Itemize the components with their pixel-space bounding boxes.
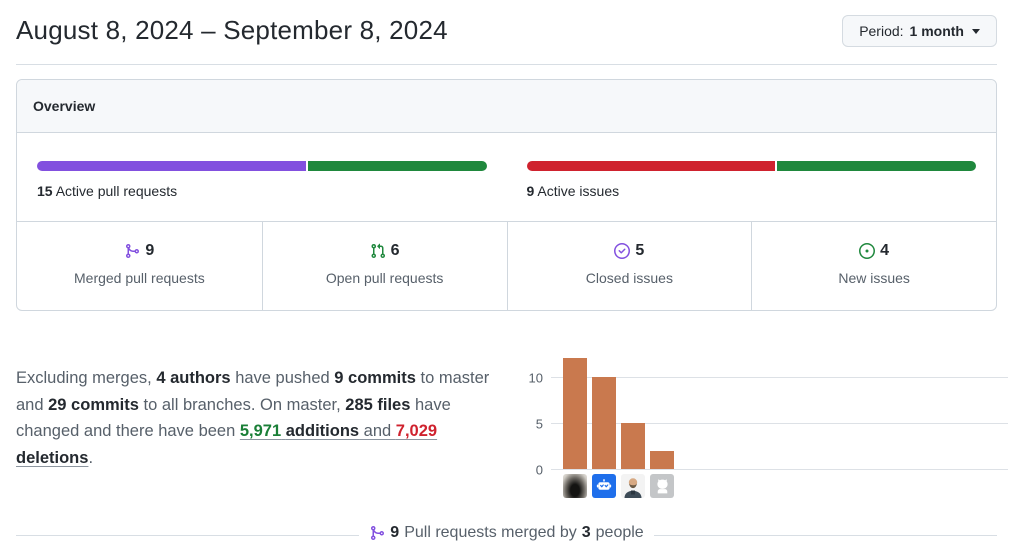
deletions-count: 7,029 <box>395 422 438 440</box>
merged-pr-count: 9 <box>145 242 155 259</box>
chart-y-axis: 0 5 10 <box>521 359 551 478</box>
active-issues-text: Active issues <box>537 183 620 199</box>
issue-closed-icon <box>614 243 631 259</box>
diffstat-text: 5,971 additions and 7,029 deletions <box>16 422 438 467</box>
summary-column: Excluding merges, 4 authors have pushed … <box>16 351 513 471</box>
closed-issues-label: Closed issues <box>585 270 673 286</box>
all-branches-commits-count: 29 commits <box>48 395 139 414</box>
commit-bar-author-person <box>621 422 645 469</box>
dependabot-icon <box>596 479 612 490</box>
period-label: Period: <box>859 23 904 39</box>
pull-requests-meter-label: 15 Active pull requests <box>37 183 487 199</box>
new-issues-segment <box>777 161 976 171</box>
merged-pr-total: 9 <box>390 524 400 541</box>
master-commits-count: 9 commits <box>334 369 416 387</box>
authors-count: 4 authors <box>156 369 231 387</box>
overview-panel-header: Overview <box>17 80 996 133</box>
active-pr-text: Active pull requests <box>55 183 178 199</box>
issues-meter: 9 Active issues <box>507 133 997 221</box>
summary-text: Excluding merges, <box>16 369 157 387</box>
commit-bar-ghost <box>650 450 674 469</box>
stat-new-issues[interactable]: 4 New issues <box>751 222 996 310</box>
header-divider <box>16 64 997 65</box>
gridline-10 <box>551 376 1008 378</box>
commit-bar-author-photo <box>563 358 587 469</box>
meters-row: 15 Active pull requests 9 Active issues <box>17 133 996 221</box>
git-pull-request-icon <box>371 243 385 259</box>
open-pr-count: 6 <box>390 242 400 259</box>
open-pr-segment <box>307 161 487 171</box>
merged-by-divider: 9 Pull requests merged by 3 people <box>16 524 997 546</box>
merged-by-text: 9 Pull requests merged by 3 people <box>359 524 654 542</box>
new-issues-count: 4 <box>880 242 890 259</box>
page-title: August 8, 2024 – September 8, 2024 <box>16 15 448 45</box>
additions-count: 5,971 <box>239 422 282 440</box>
commits-per-author-chart: 0 5 10 <box>521 351 1008 498</box>
activity-summary: Excluding merges, 4 authors have pushed … <box>16 369 490 467</box>
ghost-avatar[interactable] <box>650 474 674 498</box>
overview-panel: Overview 15 Active pull requests 9 <box>16 79 997 311</box>
gridline-0 <box>551 469 1008 470</box>
stat-closed-issues[interactable]: 5 Closed issues <box>506 222 752 310</box>
chart-plot-area <box>551 358 1008 470</box>
open-pr-label: Open pull requests <box>325 270 444 286</box>
closed-issues-segment <box>526 161 776 171</box>
gridline-5 <box>551 422 1008 424</box>
person-avatar-icon <box>624 478 642 498</box>
pull-requests-meter: 15 Active pull requests <box>17 133 507 221</box>
pull-requests-meter-bar <box>37 161 487 171</box>
y-tick-10: 10 <box>528 370 543 385</box>
issue-opened-icon <box>859 243 876 259</box>
git-merge-icon <box>126 243 140 259</box>
octocat-icon <box>656 478 668 493</box>
summary-section: Excluding merges, 4 authors have pushed … <box>16 351 1008 498</box>
stat-merged-pull-requests[interactable]: 9 Merged pull requests <box>17 222 262 310</box>
stat-open-pull-requests[interactable]: 6 Open pull requests <box>261 222 507 310</box>
merged-people-count: 3 <box>581 524 591 541</box>
new-issues-label: New issues <box>838 270 910 286</box>
author-person-avatar[interactable] <box>621 474 645 498</box>
merged-pr-segment <box>37 161 306 171</box>
bars-row <box>563 358 674 469</box>
stats-row: 9 Merged pull requests 6 Open pull reque… <box>17 221 996 310</box>
files-changed-count: 285 files <box>345 395 411 414</box>
active-pr-count: 15 <box>37 183 53 199</box>
commit-bar-dependabot <box>592 376 616 469</box>
y-tick-5: 5 <box>535 416 543 432</box>
active-issues-count: 9 <box>526 183 535 199</box>
closed-issues-count: 5 <box>635 242 645 259</box>
period-select-button[interactable]: Period: 1 month <box>842 15 997 47</box>
chevron-down-icon <box>972 28 980 34</box>
author-photo-avatar[interactable] <box>563 474 587 498</box>
dependabot-avatar[interactable] <box>592 474 616 498</box>
y-tick-0: 0 <box>535 462 543 478</box>
chart-author-avatars <box>563 474 1008 498</box>
git-merge-icon <box>371 525 385 541</box>
merged-pr-label: Merged pull requests <box>74 270 205 286</box>
page-head: August 8, 2024 – September 8, 2024 Perio… <box>16 0 997 47</box>
period-value: 1 month <box>909 23 964 39</box>
issues-meter-label: 9 Active issues <box>527 183 977 199</box>
issues-meter-bar <box>526 161 976 171</box>
